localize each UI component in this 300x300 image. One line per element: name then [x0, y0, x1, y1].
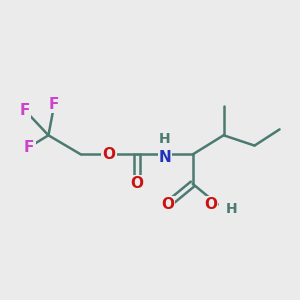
Text: F: F [20, 103, 30, 118]
Text: F: F [24, 140, 34, 154]
Text: F: F [49, 97, 59, 112]
Text: H: H [226, 202, 238, 216]
Text: N: N [158, 150, 171, 165]
Text: H: H [159, 132, 170, 146]
Text: O: O [102, 147, 115, 162]
Text: O: O [130, 176, 143, 191]
Text: O: O [205, 197, 218, 212]
Text: O: O [161, 197, 174, 212]
